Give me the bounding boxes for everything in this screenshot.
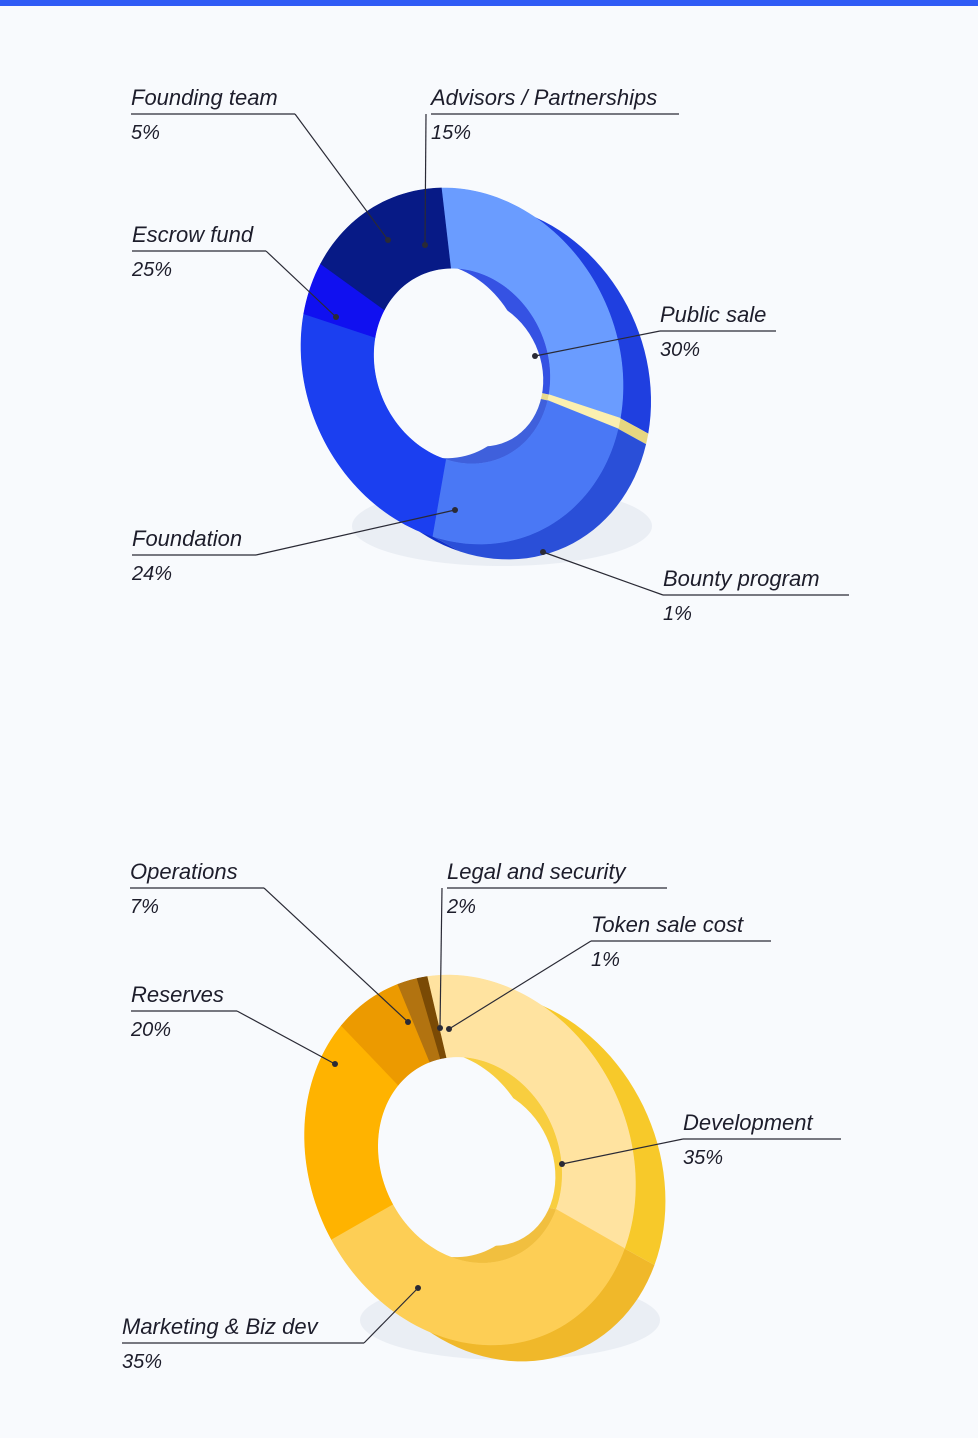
leader-dot xyxy=(385,237,391,243)
slice-token-sale-cost xyxy=(416,976,447,1060)
slice-side-marketing-biz-dev xyxy=(331,1239,655,1362)
leader-line xyxy=(265,250,337,318)
label-name: Legal and security xyxy=(447,859,628,884)
label-public-sale: Public sale 30% xyxy=(532,302,776,361)
budget-allocation-chart: Development 35% Marketing & Biz dev 35% Rese… xyxy=(122,859,841,1373)
label-name: Foundation xyxy=(132,526,242,551)
label-operations: Operations 7% xyxy=(130,859,411,1025)
label-name: Escrow fund xyxy=(132,222,254,247)
ring-hole xyxy=(412,1086,556,1246)
token-distribution-chart: Public sale 30% Bounty program 1% Foundation… xyxy=(131,85,849,625)
label-value: 1% xyxy=(663,603,692,625)
leader-line xyxy=(363,1287,419,1344)
label-reserves: Reserves 20% xyxy=(130,982,338,1067)
label-name: Founding team xyxy=(131,85,278,110)
leader-line xyxy=(561,1138,684,1165)
label-value: 7% xyxy=(130,896,159,918)
label-value: 5% xyxy=(131,122,160,144)
slice-advisors-partnerships xyxy=(320,187,451,311)
label-foundation: Foundation 24% xyxy=(131,507,458,585)
label-legal-and-security: Legal and security 2% xyxy=(437,859,667,1031)
label-escrow-fund: Escrow fund 25% xyxy=(131,222,339,320)
slice-side-bounty-program xyxy=(618,418,649,445)
slice-inner-development xyxy=(419,1050,563,1210)
leader-dot xyxy=(532,353,538,359)
label-value: 35% xyxy=(683,1147,723,1169)
label-value: 20% xyxy=(130,1019,171,1041)
leader-line xyxy=(294,113,389,241)
label-value: 2% xyxy=(446,896,476,918)
label-marketing-biz-dev: Marketing & Biz dev 35% xyxy=(122,1285,421,1373)
leader-line xyxy=(542,551,664,596)
slice-side-development xyxy=(427,975,666,1266)
label-name: Public sale xyxy=(660,302,766,327)
leader-line xyxy=(424,113,427,246)
label-name: Token sale cost xyxy=(591,912,744,937)
slice-side-public-sale xyxy=(441,187,651,434)
label-value: 1% xyxy=(591,949,620,971)
ring-hole xyxy=(408,297,544,447)
label-name: Operations xyxy=(130,859,238,884)
leader-dot xyxy=(540,549,546,555)
slice-side-foundation xyxy=(432,428,647,560)
label-name: Advisors / Partnerships xyxy=(429,85,657,110)
leader-line xyxy=(439,887,443,1029)
slice-faces xyxy=(300,187,624,545)
leader-line xyxy=(255,509,456,556)
leader-dot xyxy=(422,242,428,248)
slice-faces xyxy=(304,974,636,1346)
label-value: 25% xyxy=(131,259,172,281)
label-value: 35% xyxy=(122,1351,162,1373)
label-name: Marketing & Biz dev xyxy=(122,1314,320,1339)
leader-dot xyxy=(415,1285,421,1291)
leader-line xyxy=(448,940,592,1030)
label-founding-team: Founding team 5% xyxy=(131,85,391,243)
label-bounty-program: Bounty program 1% xyxy=(540,549,849,625)
leader-dot xyxy=(333,314,339,320)
label-token-sale-cost: Token sale cost 1% xyxy=(446,912,771,1032)
leader-line xyxy=(263,887,409,1023)
label-value: 24% xyxy=(131,563,172,585)
slice-inner-foundation xyxy=(420,394,548,464)
label-name: Bounty program xyxy=(663,566,820,591)
top-accent-bar xyxy=(0,0,978,6)
label-value: 15% xyxy=(431,122,471,144)
leader-dot xyxy=(446,1026,452,1032)
leader-line xyxy=(236,1010,336,1065)
leader-dot xyxy=(452,507,458,513)
label-name: Reserves xyxy=(131,982,224,1007)
leader-dot xyxy=(559,1161,565,1167)
label-development: Development 35% xyxy=(559,1110,841,1169)
label-value: 30% xyxy=(660,339,700,361)
leader-dot xyxy=(405,1019,411,1025)
leader-line xyxy=(534,330,661,357)
leader-dot xyxy=(437,1025,443,1031)
leader-dot xyxy=(332,1061,338,1067)
label-advisors-partnerships: Advisors / Partnerships 15% xyxy=(422,85,679,248)
slice-inner-marketing-biz-dev xyxy=(365,1198,557,1264)
label-name: Development xyxy=(683,1110,814,1135)
